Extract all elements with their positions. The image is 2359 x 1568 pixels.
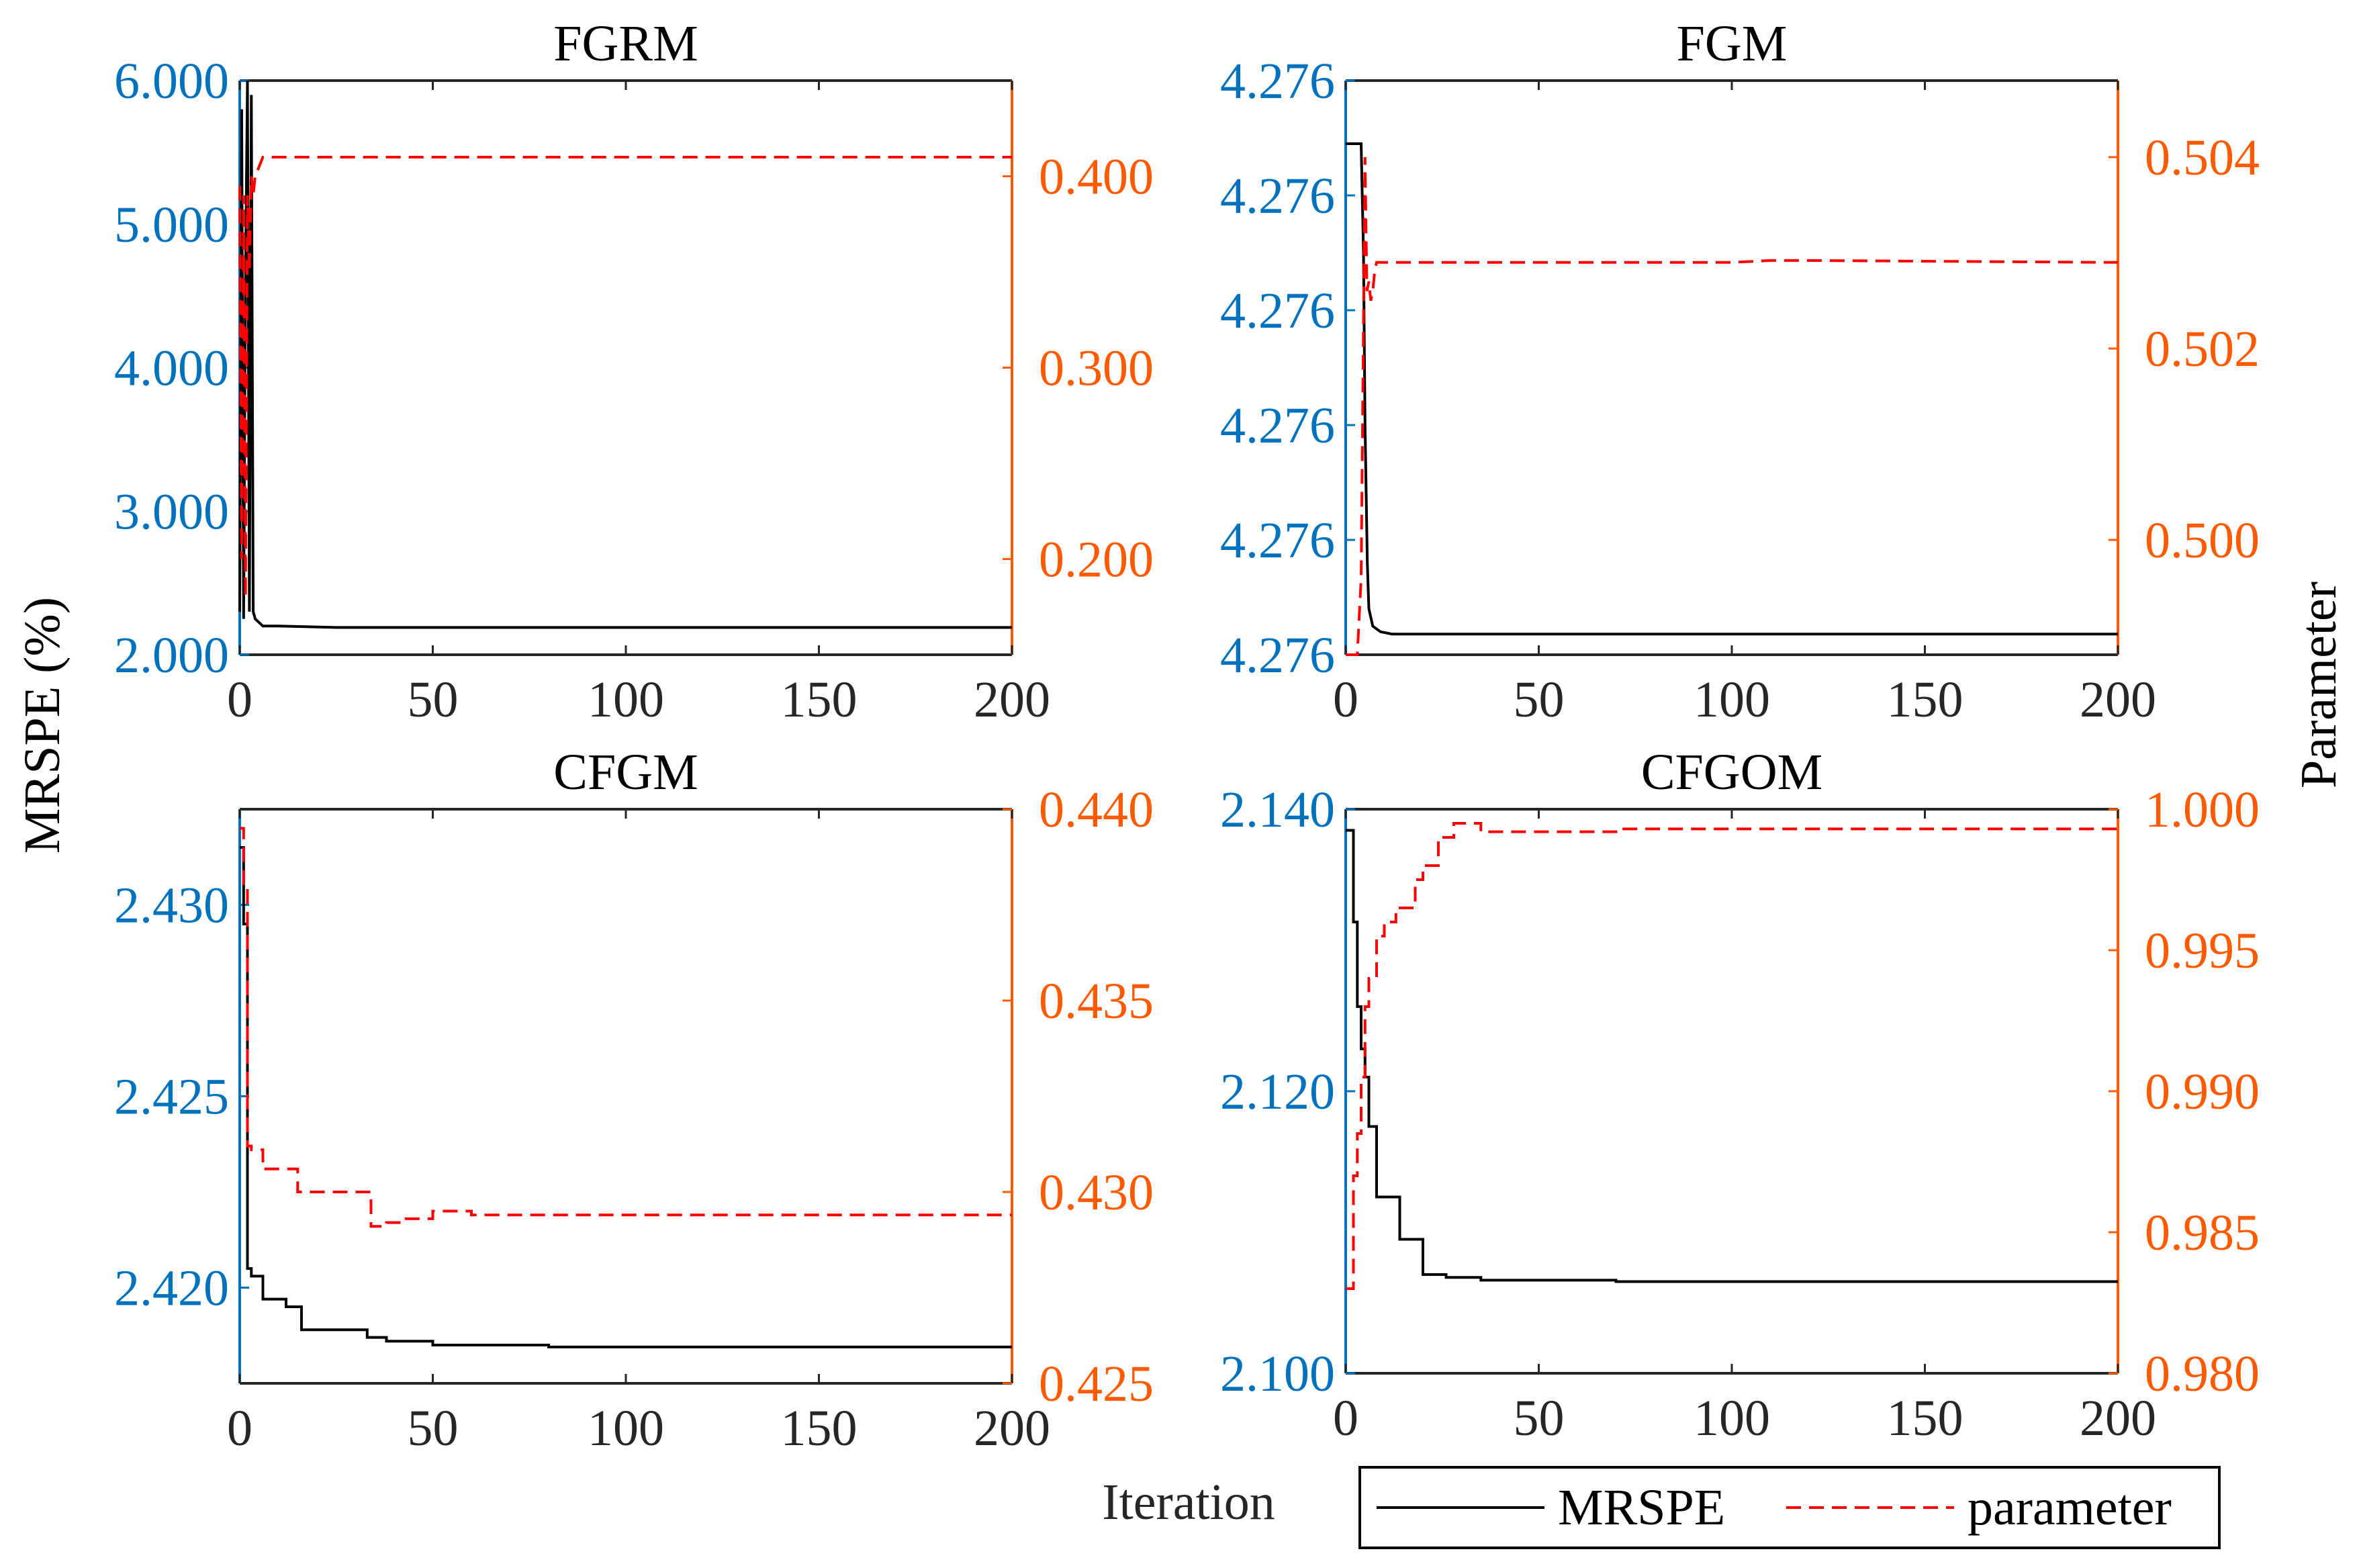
left-tick-label: 4.000 <box>114 340 229 397</box>
panel-fgrm: 0 50 100 150 200 2.000 3.000 4.000 5.000 6.000 0.2… <box>114 15 1154 728</box>
legend: MRSPE parameter <box>1358 1466 2221 1549</box>
left-tick-label: 2.100 <box>1220 1346 1335 1402</box>
right-tick-label: 0.995 <box>2145 923 2260 979</box>
left-tick-label: 4.276 <box>1220 627 1335 684</box>
right-tick-label: 0.300 <box>1039 340 1154 397</box>
panel-title: FGM <box>1677 15 1788 72</box>
left-tick-label: 3.000 <box>114 483 229 540</box>
panel-cfgom: 0 50 100 150 200 2.100 2.120 2.140 0.980 0.985 0.9… <box>1220 744 2260 1446</box>
panel-title: FGRM <box>553 15 698 72</box>
mrspe-series-line <box>1346 142 2118 636</box>
x-axis-label-iteration: Iteration <box>1102 1474 1275 1530</box>
left-tick-label: 2.430 <box>114 878 229 934</box>
panel-cfgm: 0 50 100 150 200 2.420 2.425 2.430 0.425 0.430 0.4… <box>114 744 1154 1457</box>
x-tick-label: 0 <box>227 672 252 728</box>
parameter-series-line <box>238 156 1012 598</box>
x-tick-label: 150 <box>781 1400 858 1457</box>
mrspe-series-line <box>1346 829 2118 1283</box>
legend-parameter-label: parameter <box>1968 1479 2172 1536</box>
panel-fgm: 0 50 100 150 200 4.276 4.276 4.276 4.276 4.276 4.2… <box>1220 15 2260 728</box>
right-tick-label: 1.000 <box>2145 782 2260 838</box>
x-tick-label: 100 <box>1694 1390 1770 1446</box>
mrspe-series-line <box>240 846 1012 1348</box>
right-tick-label: 0.985 <box>2145 1205 2260 1261</box>
legend-mrspe-label: MRSPE <box>1558 1479 1725 1536</box>
right-tick-label: 0.440 <box>1039 782 1154 838</box>
panel-title: CFGM <box>553 744 698 800</box>
left-tick-label: 5.000 <box>114 197 229 253</box>
right-tick-label: 0.200 <box>1039 532 1154 588</box>
right-tick-label: 0.425 <box>1039 1356 1154 1412</box>
x-tick-label: 150 <box>781 672 858 728</box>
x-tick-label: 0 <box>1333 672 1358 728</box>
y-axis-label-mrspe: MRSPE (%) <box>14 597 71 854</box>
right-tick-label: 0.400 <box>1039 149 1154 205</box>
left-tick-label: 4.276 <box>1220 283 1335 339</box>
parameter-series-line <box>240 827 1012 1228</box>
mrspe-series-line <box>238 80 1012 629</box>
right-tick-label: 0.504 <box>2145 130 2260 186</box>
x-tick-label: 200 <box>974 1400 1050 1457</box>
left-tick-label: 4.276 <box>1220 398 1335 454</box>
parameter-series-line <box>1346 822 2118 1290</box>
left-tick-label: 2.420 <box>114 1260 229 1317</box>
x-tick-label: 100 <box>588 672 664 728</box>
left-tick-label: 2.000 <box>114 627 229 684</box>
x-tick-label: 200 <box>2080 1390 2156 1446</box>
y-axis-label-parameter: Parameter <box>2291 582 2347 788</box>
x-tick-label: 50 <box>408 672 459 728</box>
x-tick-label: 50 <box>1514 1390 1565 1446</box>
x-tick-label: 100 <box>588 1400 664 1457</box>
left-tick-label: 2.140 <box>1220 782 1335 838</box>
left-tick-label: 4.276 <box>1220 53 1335 109</box>
x-tick-label: 50 <box>408 1400 459 1457</box>
right-tick-label: 0.430 <box>1039 1164 1154 1221</box>
x-tick-label: 100 <box>1694 672 1770 728</box>
left-tick-label: 4.276 <box>1220 168 1335 224</box>
right-tick-label: 0.500 <box>2145 512 2260 569</box>
x-tick-label: 150 <box>1887 672 1963 728</box>
chart-panels: 0 50 100 150 200 2.000 3.000 4.000 5.000 6.000 0.2… <box>114 15 2260 1457</box>
left-tick-label: 4.276 <box>1220 512 1335 569</box>
left-tick-label: 2.120 <box>1220 1064 1335 1120</box>
x-tick-label: 150 <box>1887 1390 1963 1446</box>
right-tick-label: 0.990 <box>2145 1064 2260 1120</box>
x-tick-label: 50 <box>1514 672 1565 728</box>
parameter-series-line <box>1346 156 2119 656</box>
right-tick-label: 0.980 <box>2145 1346 2260 1402</box>
x-tick-label: 0 <box>227 1400 252 1457</box>
x-tick-label: 0 <box>1333 1390 1358 1446</box>
right-tick-label: 0.502 <box>2145 321 2260 377</box>
left-tick-label: 2.425 <box>114 1069 229 1125</box>
panel-title: CFGOM <box>1641 744 1822 800</box>
left-tick-label: 6.000 <box>114 53 229 109</box>
right-tick-label: 0.435 <box>1039 973 1154 1029</box>
x-tick-label: 200 <box>2080 672 2156 728</box>
x-tick-label: 200 <box>974 672 1050 728</box>
